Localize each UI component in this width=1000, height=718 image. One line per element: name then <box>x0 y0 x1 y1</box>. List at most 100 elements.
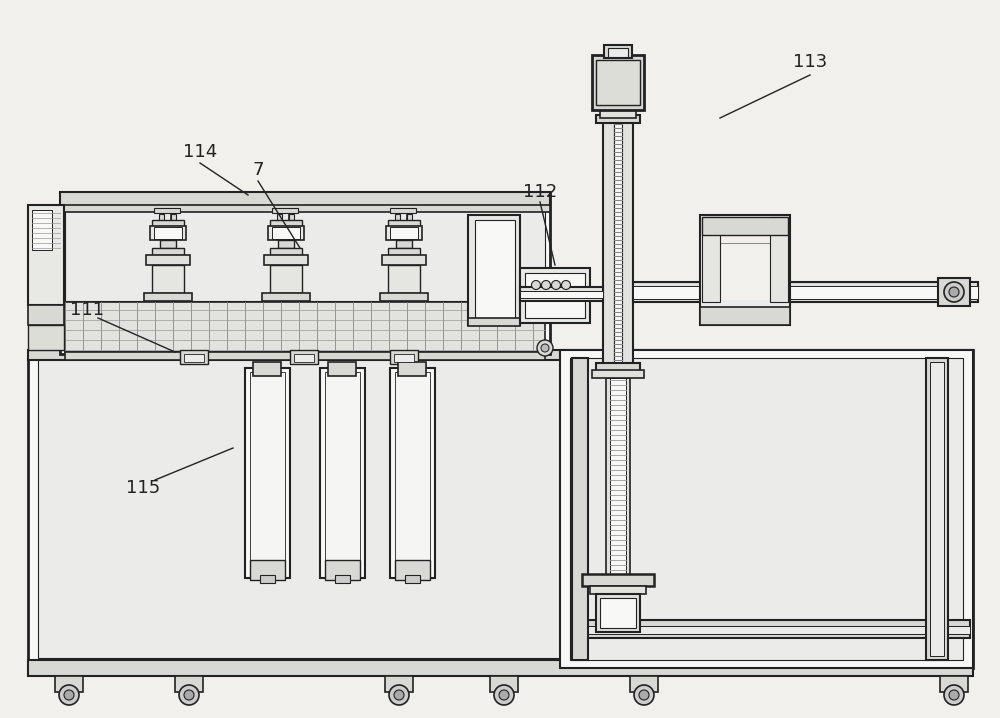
Circle shape <box>184 690 194 700</box>
Bar <box>154 208 180 213</box>
Bar <box>475 220 515 320</box>
Bar <box>710 220 780 300</box>
Bar <box>575 626 970 634</box>
Bar <box>270 265 302 293</box>
Bar <box>32 210 52 250</box>
Bar <box>180 350 208 364</box>
Circle shape <box>64 690 74 700</box>
Bar <box>388 248 420 255</box>
Bar <box>60 192 550 206</box>
Bar <box>930 362 944 656</box>
Bar <box>390 368 435 578</box>
Bar <box>621 118 633 366</box>
Text: 114: 114 <box>183 143 217 161</box>
Circle shape <box>552 281 560 289</box>
Bar <box>633 282 978 302</box>
Bar <box>596 115 640 123</box>
Bar <box>65 352 545 360</box>
Bar <box>154 227 182 239</box>
Bar <box>60 192 550 354</box>
Bar <box>28 305 64 325</box>
Bar <box>28 660 973 676</box>
Bar <box>700 215 790 325</box>
Bar <box>700 307 790 325</box>
Circle shape <box>944 685 964 705</box>
Bar <box>398 362 426 376</box>
Bar <box>325 560 360 580</box>
Bar <box>328 362 356 376</box>
Bar <box>55 676 83 692</box>
Bar <box>396 240 412 248</box>
Bar <box>270 248 302 255</box>
Bar <box>633 286 978 299</box>
Text: 7: 7 <box>252 161 264 179</box>
Bar <box>262 293 310 301</box>
Bar <box>270 220 302 226</box>
Bar <box>608 48 628 57</box>
Bar <box>520 291 603 298</box>
Bar <box>38 358 963 658</box>
Circle shape <box>634 685 654 705</box>
Bar <box>940 676 968 692</box>
Bar <box>382 255 426 265</box>
Bar <box>596 594 640 632</box>
Bar <box>926 358 948 660</box>
Circle shape <box>562 281 570 289</box>
Bar <box>146 255 190 265</box>
Bar <box>28 350 973 360</box>
Bar <box>294 354 314 362</box>
Circle shape <box>944 282 964 302</box>
Bar <box>468 318 520 326</box>
Bar <box>938 278 970 306</box>
Bar <box>388 220 420 226</box>
Circle shape <box>59 685 79 705</box>
Bar <box>702 217 788 235</box>
Bar <box>388 265 420 293</box>
Bar <box>245 368 290 578</box>
Bar <box>335 575 350 583</box>
Text: 113: 113 <box>793 53 827 71</box>
Bar <box>385 676 413 692</box>
Bar <box>150 226 186 240</box>
Bar <box>250 560 285 580</box>
Bar <box>582 574 654 586</box>
Bar <box>390 208 416 213</box>
Bar <box>272 227 300 239</box>
Bar <box>405 575 420 583</box>
Bar <box>570 358 963 660</box>
Bar <box>390 227 418 239</box>
Circle shape <box>949 287 959 297</box>
Bar <box>600 598 636 628</box>
Circle shape <box>542 281 550 289</box>
Bar <box>592 370 644 378</box>
Bar <box>28 205 64 305</box>
Bar <box>572 358 588 660</box>
Bar <box>604 45 632 58</box>
Bar <box>770 217 788 302</box>
Circle shape <box>639 690 649 700</box>
Bar <box>278 240 294 248</box>
Bar <box>592 55 644 110</box>
Bar <box>490 676 518 692</box>
Text: 111: 111 <box>70 301 104 319</box>
Bar <box>184 354 204 362</box>
Bar <box>596 60 640 105</box>
Text: 112: 112 <box>523 183 557 201</box>
Bar <box>152 265 184 293</box>
Bar <box>175 676 203 692</box>
Bar <box>65 206 545 301</box>
Circle shape <box>541 344 549 352</box>
Bar <box>268 226 304 240</box>
Bar <box>630 676 658 692</box>
Bar <box>144 293 192 301</box>
Circle shape <box>499 690 509 700</box>
Bar <box>152 220 184 226</box>
Bar <box>610 378 626 578</box>
Circle shape <box>179 685 199 705</box>
Bar <box>395 214 400 220</box>
Circle shape <box>394 690 404 700</box>
Bar <box>152 248 184 255</box>
Bar <box>171 214 176 220</box>
Bar <box>407 214 412 220</box>
Circle shape <box>494 685 514 705</box>
